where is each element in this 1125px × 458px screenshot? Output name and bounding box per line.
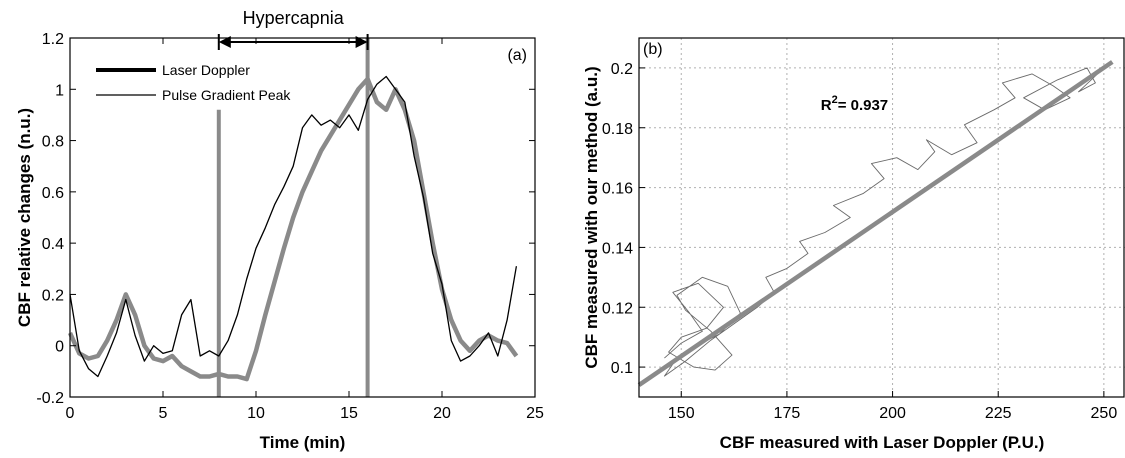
y-tick-label: 0 [55, 339, 64, 356]
y-tick-label: 0.2 [42, 287, 64, 304]
hypercapnia-arrowhead-right [355, 36, 368, 48]
series-line-laser-doppler [67, 76, 519, 382]
hypercapnia-annotation: Hypercapnia [217, 8, 369, 50]
y-tick-label: 0.2 [611, 61, 633, 78]
r-squared-annotation: R2= 0.937 [821, 94, 888, 114]
r-squared-symbol: R [821, 97, 832, 114]
x-tick-label: 250 [1091, 405, 1118, 422]
panel-a: 0 5 10 15 20 25-0.200.20.40.60.811.2 Time (mi… [15, 8, 544, 452]
x-tick-label: 225 [985, 405, 1012, 422]
panel-a-ticks: 0 5 10 15 20 25-0.200.20.40.60.811.2 [36, 31, 544, 422]
y-tick-label: -0.2 [36, 390, 64, 407]
panel-b-x-axis-label: CBF measured with Laser Doppler (P.U.) [720, 433, 1045, 452]
measurement-trace [663, 67, 1105, 377]
regression-line [637, 60, 1114, 387]
y-tick-label: 0.18 [602, 121, 633, 138]
panel-b-label: (b) [643, 41, 663, 58]
y-tick-label: 0.12 [602, 300, 633, 317]
r-squared-value: = 0.937 [838, 97, 888, 114]
legend-label-laser-doppler: Laser Doppler [162, 62, 250, 78]
panel-a-legend: Laser Doppler Pulse Gradient Peak [96, 62, 291, 103]
panel-b-frame [638, 37, 1125, 398]
panel-b-marks [637, 60, 1114, 387]
y-tick-label: 0.1 [611, 360, 633, 377]
r-squared-superscript: 2 [832, 94, 838, 106]
hypercapnia-label: Hypercapnia [243, 8, 345, 28]
y-tick-label: 0.4 [42, 236, 64, 253]
x-tick-label: 20 [433, 405, 451, 422]
x-tick-label: 150 [668, 405, 695, 422]
panel-b: 150 175 200 225 250 0.1 0.12 0.14 0.16 0.18 0.2 CB… [582, 37, 1125, 452]
x-tick-label: 25 [526, 405, 544, 422]
x-tick-label: 0 [66, 405, 75, 422]
panel-a-y-axis-label: CBF relative changes (n.u.) [15, 108, 34, 327]
x-tick-label: 15 [340, 405, 358, 422]
panel-b-ticks: 150 175 200 225 250 0.1 0.12 0.14 0.16 0.18 0.2 [602, 61, 1117, 422]
y-tick-label: 0.6 [42, 185, 64, 202]
y-tick-label: 0.14 [602, 240, 633, 257]
panel-a-label: (a) [507, 47, 527, 64]
y-tick-label: 1.2 [42, 31, 64, 48]
panel-b-y-axis-label: CBF measured with our method (a.u.) [582, 66, 601, 368]
panel-b-grid [639, 38, 1125, 397]
x-tick-label: 5 [159, 405, 168, 422]
x-tick-label: 10 [247, 405, 265, 422]
hypercapnia-arrowhead-left [218, 36, 231, 48]
panel-a-frame [69, 37, 536, 398]
panel-a-x-axis-label: Time (min) [260, 433, 346, 452]
panel-a-marks [67, 38, 519, 397]
legend-label-pulse-gradient-peak: Pulse Gradient Peak [162, 87, 291, 103]
x-tick-label: 175 [774, 405, 801, 422]
x-tick-label: 200 [879, 405, 906, 422]
y-tick-label: 0.8 [42, 134, 64, 151]
y-tick-label: 1 [55, 82, 64, 99]
y-tick-label: 0.16 [602, 181, 633, 198]
series-line-pulse-gradient-peak [69, 75, 518, 378]
